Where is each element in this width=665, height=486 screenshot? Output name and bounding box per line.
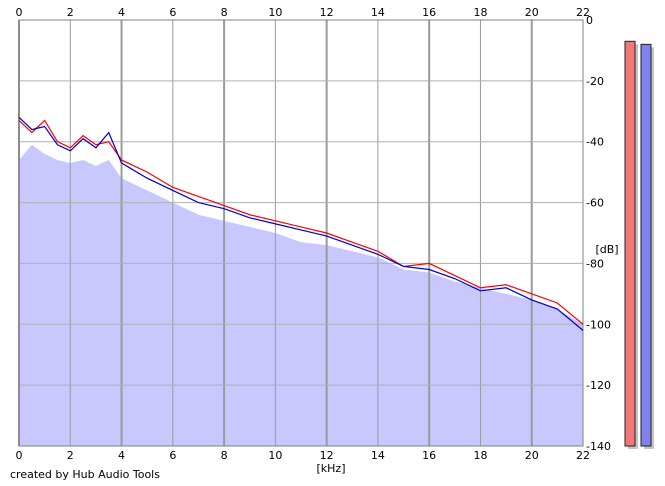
x-tick-label-bottom: 22 xyxy=(576,449,590,462)
y-tick-label: -80 xyxy=(586,257,604,270)
series-lines xyxy=(18,116,584,331)
y-tick-label: -20 xyxy=(586,75,604,88)
x-tick-label-top: 18 xyxy=(473,6,487,19)
x-tick-label-bottom: 2 xyxy=(67,449,74,462)
x-tick-label-bottom: 6 xyxy=(169,449,176,462)
y-tick-label: 0 xyxy=(586,14,593,27)
level-meter-bar xyxy=(640,43,652,447)
y-axis-label: [dB] xyxy=(595,243,618,256)
x-tick-label-top: 12 xyxy=(320,6,334,19)
series-line-1 xyxy=(18,119,584,325)
x-tick-label-top: 4 xyxy=(118,6,125,19)
credit-text: created by Hub Audio Tools xyxy=(10,468,160,481)
x-tick-label-bottom: 18 xyxy=(473,449,487,462)
y-tick-label: -120 xyxy=(586,379,611,392)
x-tick-label-top: 14 xyxy=(371,6,385,19)
series-line-2 xyxy=(18,116,584,331)
x-tick-label-top: 6 xyxy=(169,6,176,19)
envelope-area xyxy=(19,144,583,446)
y-tick-label: -60 xyxy=(586,197,604,210)
x-tick-label-top: 0 xyxy=(16,6,23,19)
x-tick-label-top: 2 xyxy=(67,6,74,19)
tick-labels: 002244668810101212141416161818202022220-… xyxy=(16,6,611,462)
x-tick-label-bottom: 4 xyxy=(118,449,125,462)
x-tick-label-top: 10 xyxy=(268,6,282,19)
x-tick-label-bottom: 14 xyxy=(371,449,385,462)
x-tick-label-top: 22 xyxy=(576,6,590,19)
grid xyxy=(18,19,584,447)
level-meter-bar xyxy=(624,40,636,447)
x-tick-label-top: 16 xyxy=(422,6,436,19)
y-tick-label: -140 xyxy=(586,440,611,453)
x-axis-label: [kHz] xyxy=(317,462,346,475)
x-tick-label-top: 8 xyxy=(221,6,228,19)
x-tick-label-bottom: 0 xyxy=(16,449,23,462)
x-tick-label-top: 20 xyxy=(525,6,539,19)
y-tick-label: -100 xyxy=(586,318,611,331)
level-meters xyxy=(624,40,654,450)
x-tick-label-bottom: 20 xyxy=(525,449,539,462)
envelope-fill xyxy=(19,144,583,446)
plot-frame xyxy=(18,19,584,447)
x-tick-label-bottom: 8 xyxy=(221,449,228,462)
y-tick-label: -40 xyxy=(586,136,604,149)
x-tick-label-bottom: 12 xyxy=(320,449,334,462)
x-tick-label-bottom: 10 xyxy=(268,449,282,462)
x-tick-label-bottom: 16 xyxy=(422,449,436,462)
